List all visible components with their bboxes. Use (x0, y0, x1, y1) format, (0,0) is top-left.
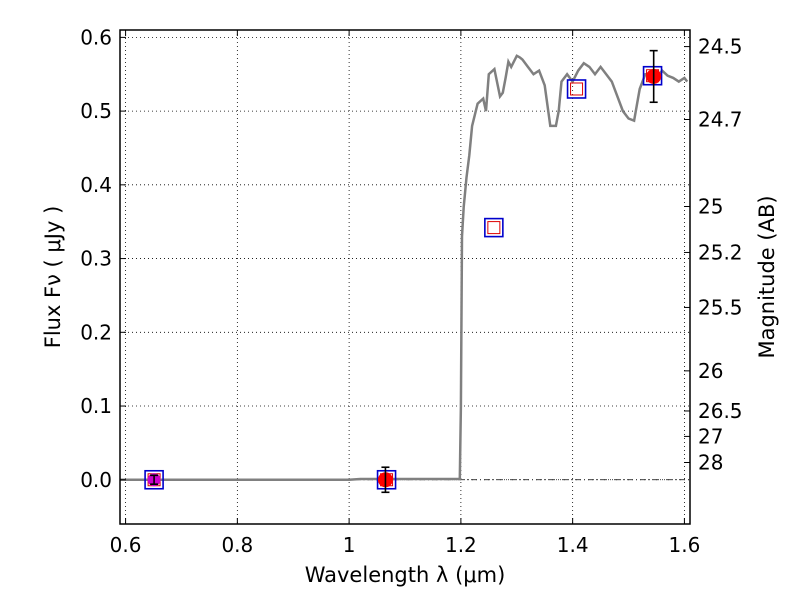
y2-tick-label: 25 (698, 195, 723, 219)
y-tick-label: 0.4 (80, 173, 112, 197)
plot-frame (119, 29, 691, 525)
y-tick-label: 0.3 (80, 247, 112, 271)
y-axis-ticks: 0.0 0.1 0.2 0.3 0.4 0.5 0.6 (80, 25, 126, 492)
synthetic-flux-square-inner (570, 82, 584, 96)
plot-background (120, 30, 690, 524)
y2-axis-ticks: 24.5 24.7 25 25.2 25.5 26 26.527 28 (684, 35, 743, 475)
y2-axis-label: Magnitude (AB) (755, 195, 779, 358)
x-tick-label: 1.6 (669, 533, 701, 557)
model-spectrum (120, 54, 689, 482)
x-tick-label: 0.8 (221, 533, 253, 557)
y-tick-label: 0.1 (80, 394, 112, 418)
y2-tick-label: 25.2 (698, 240, 743, 264)
y-axis-label: Flux Fν ( μJy ) (41, 206, 65, 349)
y2-tick-label: 25.5 (698, 295, 743, 319)
spectrum-line (120, 54, 689, 482)
y-tick-label: 0.2 (80, 320, 112, 344)
y-tick-label: 0.5 (80, 99, 112, 123)
x-tick-label: 1 (343, 533, 356, 557)
y-tick-label: 0.0 (80, 468, 112, 492)
x-axis-ticks: 0.6 0.8 1 1.2 1.4 1.6 (110, 30, 701, 557)
y2-tick-label: 28 (698, 451, 723, 475)
x-tick-label: 0.6 (110, 533, 142, 557)
y2-tick-label: 24.5 (698, 35, 743, 59)
y2-tick-label: 26.5 (698, 399, 743, 423)
y2-tick-label: 27 (698, 424, 723, 448)
y-tick-label: 0.6 (80, 25, 112, 49)
synthetic-flux-square-inner (487, 221, 501, 235)
synthetic-flux-square (376, 469, 397, 490)
photometry-markers (144, 49, 663, 494)
synthetic-flux-square (642, 65, 663, 86)
synthetic-flux-square (144, 469, 164, 490)
synthetic-flux-square (484, 217, 504, 238)
x-tick-label: 1.2 (445, 533, 477, 557)
y2-tick-label: 26 (698, 359, 723, 383)
synthetic-flux-square (566, 79, 587, 99)
x-axis-label: Wavelength λ (μm) (305, 563, 506, 587)
y2-tick-label: 24.7 (698, 108, 743, 132)
x-tick-label: 1.4 (557, 533, 589, 557)
